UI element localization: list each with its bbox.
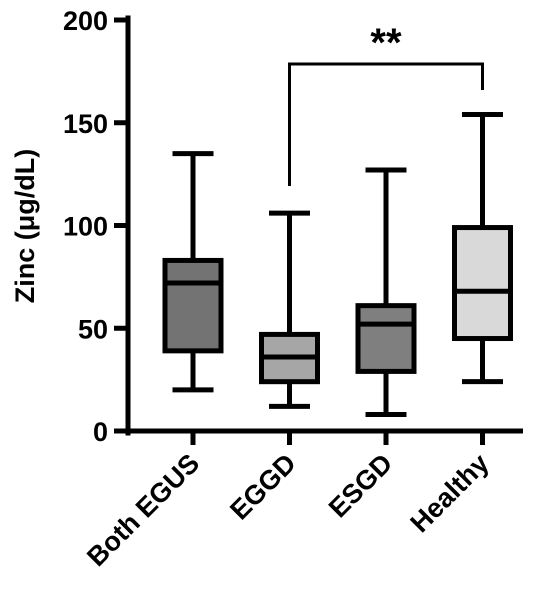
y-tick-label: 100 — [63, 212, 108, 242]
significance-bracket — [288, 62, 484, 186]
box-healthy — [452, 225, 513, 342]
box-esgd — [355, 303, 417, 374]
x-tick-label: Both EGUS — [81, 448, 205, 572]
x-tick-label: Healthy — [405, 448, 495, 538]
x-tick-label: EGGD — [224, 448, 301, 525]
plot-area: 0 50 100 150 200 Both EGUS EGGD ESGD Healthy ** — [63, 6, 523, 572]
x-tick-label: ESGD — [323, 448, 398, 523]
significance-label: ** — [370, 21, 402, 65]
box-both-egus — [162, 257, 224, 354]
y-tick-label: 150 — [63, 109, 108, 139]
y-tick-label: 50 — [78, 314, 108, 344]
y-axis-title: Zinc (μg/dL) — [10, 149, 40, 304]
y-tick-label: 200 — [63, 6, 108, 36]
y-tick-label: 0 — [93, 417, 108, 447]
